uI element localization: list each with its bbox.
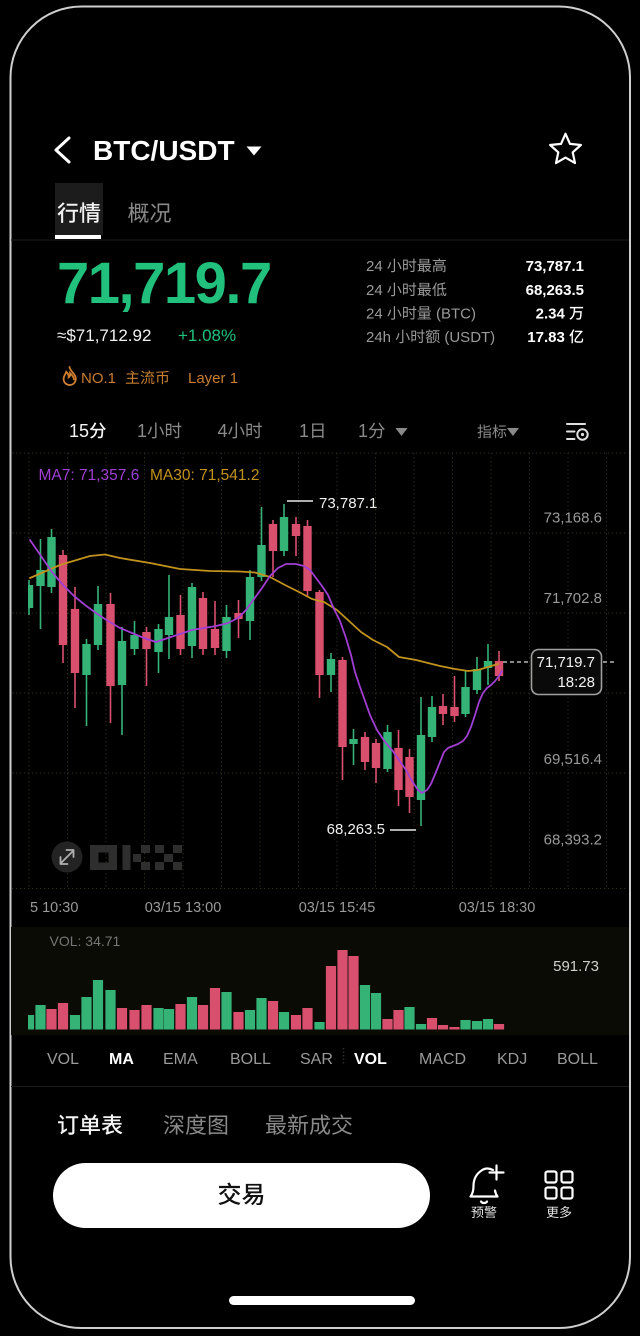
svg-text:03/15 13:00: 03/15 13:00 [145,900,222,916]
svg-text:(USDT): (USDT) [440,329,495,346]
svg-text:≈$71,712.92: ≈$71,712.92 [57,326,151,345]
svg-text:18:28: 18:28 [557,674,595,691]
svg-text:4: 4 [218,421,228,441]
svg-text:24: 24 [366,282,387,299]
svg-text:71,702.8: 71,702.8 [544,590,602,607]
svg-text:5 10:30: 5 10:30 [30,900,78,916]
svg-text:1: 1 [137,421,147,441]
svg-text:03/15 18:30: 03/15 18:30 [459,900,536,916]
svg-text:73,787.1: 73,787.1 [526,258,584,275]
svg-text:+1.08%: +1.08% [178,326,236,345]
svg-text:24: 24 [366,258,387,275]
svg-text:BTC/USDT: BTC/USDT [93,135,235,166]
svg-text:MA: MA [109,1051,134,1068]
svg-text:2.34: 2.34 [536,306,569,323]
svg-text:1: 1 [299,421,309,441]
svg-text:71,719.7: 71,719.7 [537,654,595,671]
svg-text:VOL: 34.71: VOL: 34.71 [50,933,121,949]
svg-text:68,263.5: 68,263.5 [327,821,385,838]
svg-text:MA7: 71,357.6: MA7: 71,357.6 [39,467,140,484]
svg-text:1: 1 [358,421,368,441]
svg-text:591.73: 591.73 [553,958,599,975]
svg-text:Layer 1: Layer 1 [188,370,238,387]
svg-text:BOLL: BOLL [230,1051,271,1068]
svg-text:(BTC): (BTC) [432,306,476,323]
svg-text:03/15 15:45: 03/15 15:45 [299,900,376,916]
svg-text:73,787.1: 73,787.1 [319,495,377,512]
svg-text:15: 15 [69,421,89,441]
svg-text:MACD: MACD [419,1051,466,1068]
svg-text:68,393.2: 68,393.2 [544,832,602,849]
svg-text:EMA: EMA [163,1051,198,1068]
svg-text:KDJ: KDJ [497,1051,527,1068]
svg-text:VOL: VOL [47,1051,79,1068]
svg-text:17.83: 17.83 [527,329,569,346]
svg-text:SAR: SAR [300,1051,333,1068]
svg-text:68,263.5: 68,263.5 [526,282,584,299]
svg-text:24: 24 [366,306,387,323]
svg-text:24h: 24h [366,329,395,346]
svg-text:73,168.6: 73,168.6 [544,510,602,527]
svg-text:BOLL: BOLL [557,1051,598,1068]
svg-text:VOL: VOL [354,1051,387,1068]
svg-text:NO.1: NO.1 [81,370,116,387]
svg-text:71,719.7: 71,719.7 [57,251,271,316]
svg-text:69,516.4: 69,516.4 [544,751,602,768]
svg-text:MA30: 71,541.2: MA30: 71,541.2 [150,467,259,484]
